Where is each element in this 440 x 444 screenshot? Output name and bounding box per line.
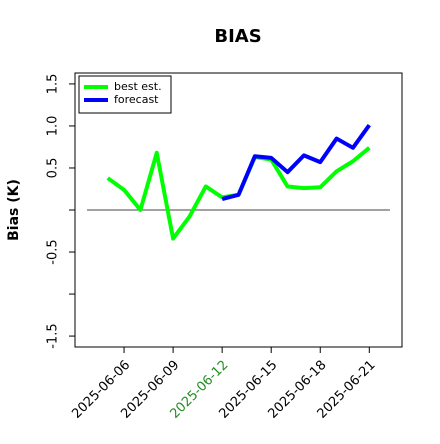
- y-tick-label: 1.5: [46, 74, 61, 95]
- chart-title: BIAS: [214, 26, 261, 47]
- legend-box: [78, 75, 172, 114]
- y-tick-label: 1.0: [46, 116, 61, 137]
- y-tick-label: -1.5: [46, 323, 61, 348]
- y-tick-label: -0.5: [46, 239, 61, 264]
- legend-label: forecast: [114, 93, 159, 106]
- series-line: [221, 123, 371, 202]
- y-axis-label: Bias (K): [6, 179, 22, 241]
- legend-label: best est.: [114, 80, 162, 93]
- y-tick-label: 0.5: [46, 158, 61, 179]
